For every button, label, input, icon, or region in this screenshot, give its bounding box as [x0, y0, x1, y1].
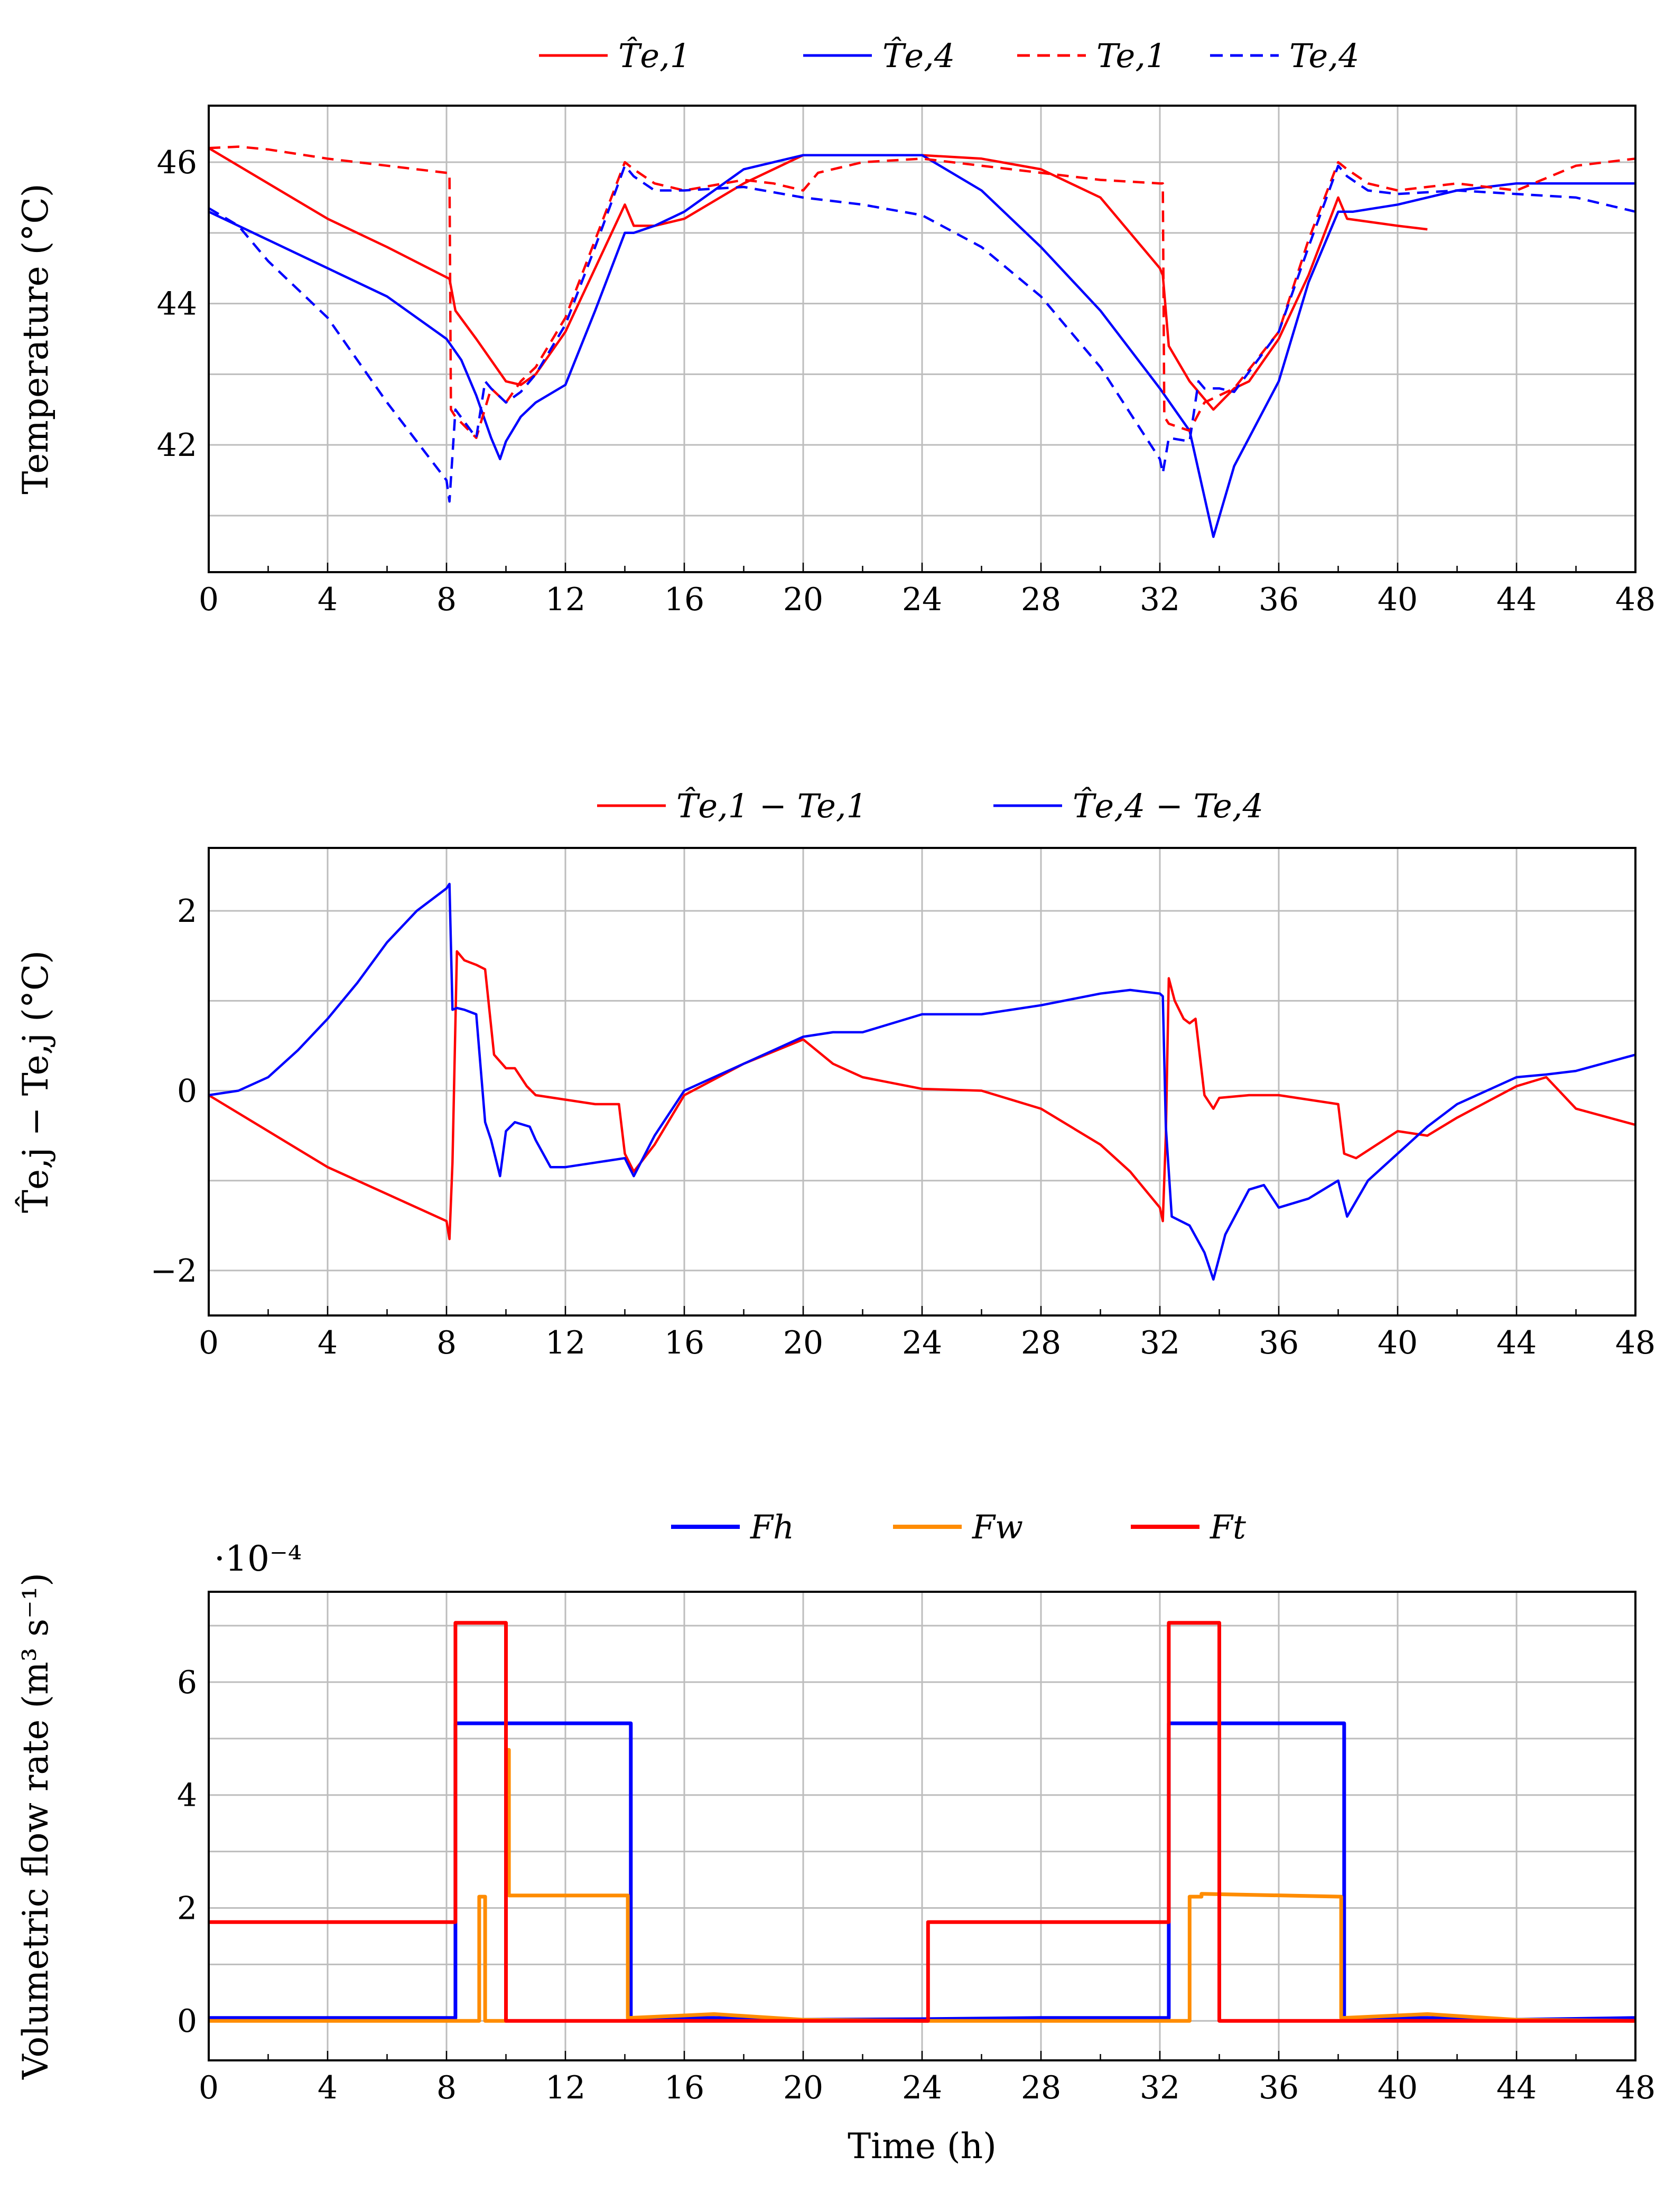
x-tick-label: 36: [1259, 581, 1299, 618]
legend-entry: Te,1: [1096, 36, 1166, 75]
y-axis-label: Volumetric flow rate (m³ s⁻¹): [15, 1573, 56, 2080]
x-tick-label: 4: [318, 581, 338, 618]
x-tick-label: 32: [1140, 1324, 1180, 1361]
x-tick-label: 4: [318, 2069, 338, 2106]
x-tick-label: 28: [1021, 2069, 1061, 2106]
legend: T̂e,1 − Te,1 T̂e,4 − Te,4: [597, 787, 1263, 825]
y-axis-label: Temperature (°C): [15, 183, 56, 494]
x-tick-label: 0: [199, 2069, 219, 2106]
x-tick-label: 40: [1378, 581, 1418, 618]
x-tick-label: 44: [1496, 581, 1537, 618]
series-line-1: [209, 1721, 1636, 2022]
plot-frame: [208, 105, 1636, 573]
x-tick-label: 16: [664, 1324, 704, 1361]
legend-entry: T̂e,1: [618, 36, 691, 75]
x-tick-label: 12: [545, 581, 585, 618]
x-tick-label: 40: [1378, 2069, 1418, 2106]
x-tick-label: 16: [664, 2069, 704, 2106]
x-tick-label: 8: [436, 2069, 457, 2106]
y-tick-label: −2: [151, 1253, 197, 1290]
series-line-3: [208, 145, 1636, 440]
x-tick-label: 24: [902, 2069, 942, 2106]
y-axis-label: T̂e,j − Te,j (°C): [15, 950, 56, 1213]
plot-frame: [208, 847, 1636, 1317]
y-scale-label: ·10⁻⁴: [214, 1538, 302, 1579]
x-tick-label: 44: [1496, 1324, 1537, 1361]
legend: Fh Fw Ft: [671, 1508, 1246, 1546]
x-tick-label: 28: [1021, 1324, 1061, 1361]
legend: T̂e,1 T̂e,4 Te,1 Te,4: [539, 36, 1359, 75]
x-tick-label: 44: [1496, 2069, 1537, 2106]
x-tick-label: 48: [1615, 1324, 1656, 1361]
chart-panel-1: 0 4 8 12 16 20 24 28 32 36 40 44 48424446Temperature…: [15, 36, 1656, 618]
x-tick-label: 8: [436, 581, 457, 618]
x-tick-label: 36: [1259, 2069, 1299, 2106]
x-tick-label: 24: [902, 581, 942, 618]
x-tick-label: 32: [1140, 581, 1180, 618]
y-tick-label: 0: [177, 1073, 197, 1110]
legend-entry: Fh: [750, 1508, 794, 1546]
y-tick-label: 44: [157, 286, 197, 323]
series-line-2: [209, 1748, 1636, 2023]
y-tick-label: 2: [177, 1890, 197, 1927]
x-axis-label: Time (h): [848, 2126, 997, 2167]
y-tick-label: 0: [177, 2003, 197, 2040]
legend-entry: T̂e,4 − Te,4: [1073, 787, 1263, 825]
x-tick-label: 28: [1021, 581, 1061, 618]
y-tick-label: 4: [177, 1777, 197, 1814]
x-tick-label: 20: [783, 581, 823, 618]
x-tick-label: 20: [783, 2069, 823, 2106]
x-tick-label: 36: [1259, 1324, 1299, 1361]
x-tick-label: 48: [1615, 2069, 1656, 2106]
y-tick-label: 6: [177, 1664, 197, 1701]
y-tick-label: 46: [157, 144, 197, 181]
x-tick-label: 32: [1140, 2069, 1180, 2106]
series-line-2: [208, 882, 1636, 1281]
x-tick-label: 40: [1378, 1324, 1418, 1361]
x-tick-label: 24: [902, 1324, 942, 1361]
y-tick-label: 2: [177, 893, 197, 930]
series-line-1: [208, 147, 1428, 411]
x-tick-label: 12: [545, 1324, 585, 1361]
series-line-1: [208, 950, 1636, 1240]
x-tick-label: 8: [436, 1324, 457, 1361]
y-tick-label: 42: [157, 427, 197, 464]
legend-entry: Te,4: [1289, 36, 1359, 75]
x-tick-label: 48: [1615, 581, 1656, 618]
legend-entry: T̂e,1 − Te,1: [676, 787, 867, 825]
x-tick-label: 0: [199, 1324, 219, 1361]
x-tick-label: 4: [318, 1324, 338, 1361]
x-tick-label: 20: [783, 1324, 823, 1361]
x-tick-label: 0: [199, 581, 219, 618]
x-tick-label: 12: [545, 2069, 585, 2106]
plot-frame: [208, 1591, 1636, 2061]
legend-entry: Fw: [972, 1508, 1023, 1546]
series-line-3: [209, 1621, 1635, 2023]
x-tick-label: 16: [664, 581, 704, 618]
legend-entry: Ft: [1210, 1508, 1246, 1546]
legend-entry: T̂e,4: [882, 36, 955, 75]
